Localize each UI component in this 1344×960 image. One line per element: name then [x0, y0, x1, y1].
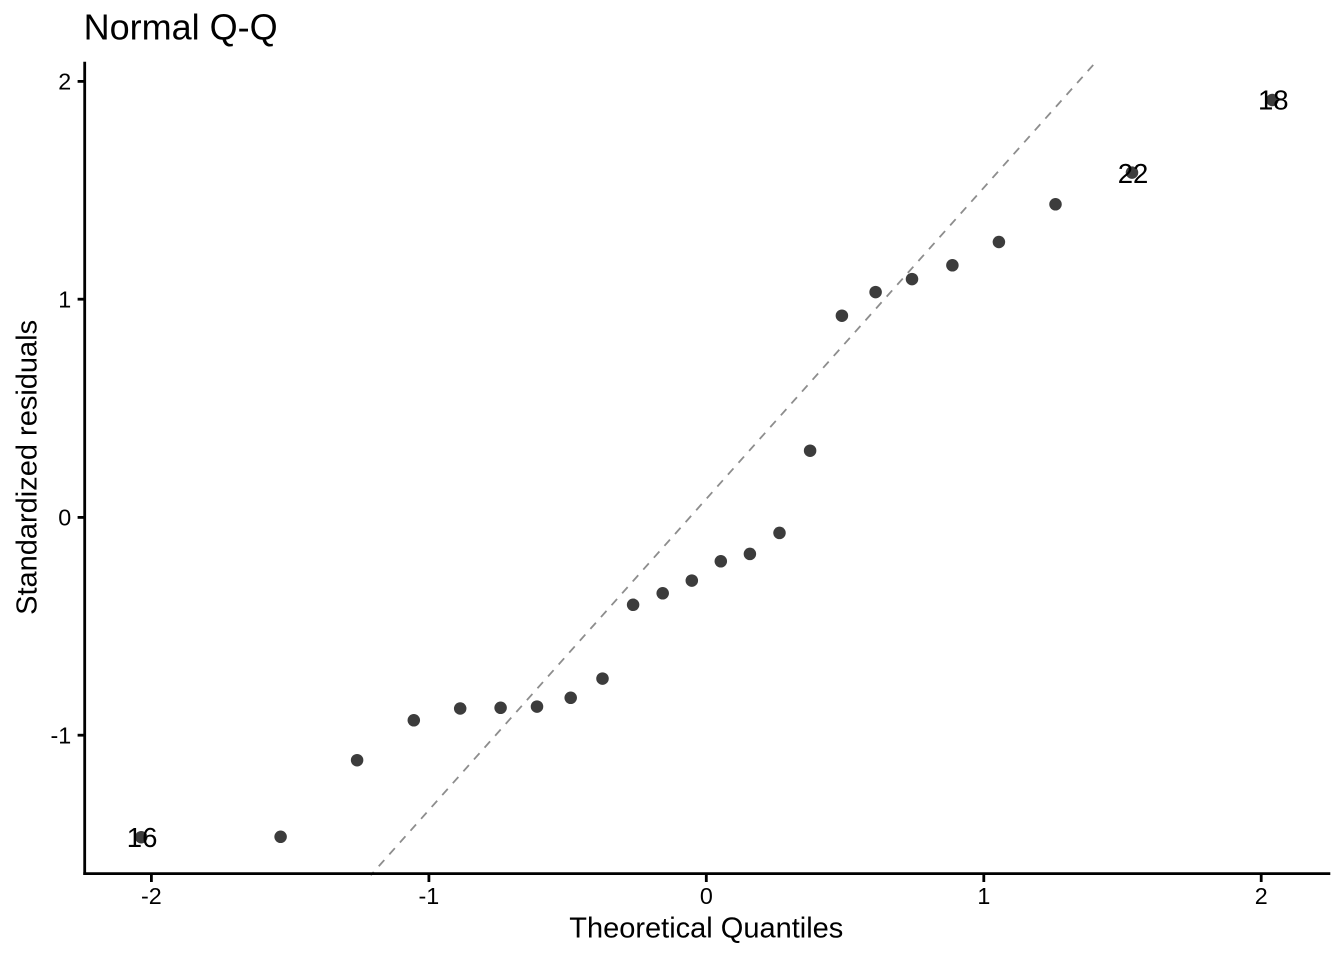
svg-text:2: 2 [1255, 883, 1268, 909]
svg-text:Theoretical Quantiles: Theoretical Quantiles [569, 912, 843, 944]
svg-text:1: 1 [58, 286, 71, 312]
svg-text:-2: -2 [141, 883, 162, 909]
svg-text:2: 2 [58, 69, 71, 95]
svg-text:0: 0 [58, 505, 71, 531]
svg-text:-1: -1 [50, 722, 71, 748]
svg-text:18: 18 [1258, 85, 1289, 116]
svg-text:Normal Q-Q: Normal Q-Q [84, 7, 278, 48]
svg-text:-1: -1 [419, 883, 440, 909]
svg-text:1: 1 [977, 883, 990, 909]
svg-text:Standardized residuals: Standardized residuals [12, 320, 44, 615]
svg-text:22: 22 [1118, 158, 1149, 189]
svg-text:0: 0 [700, 883, 713, 909]
svg-text:16: 16 [127, 822, 158, 853]
